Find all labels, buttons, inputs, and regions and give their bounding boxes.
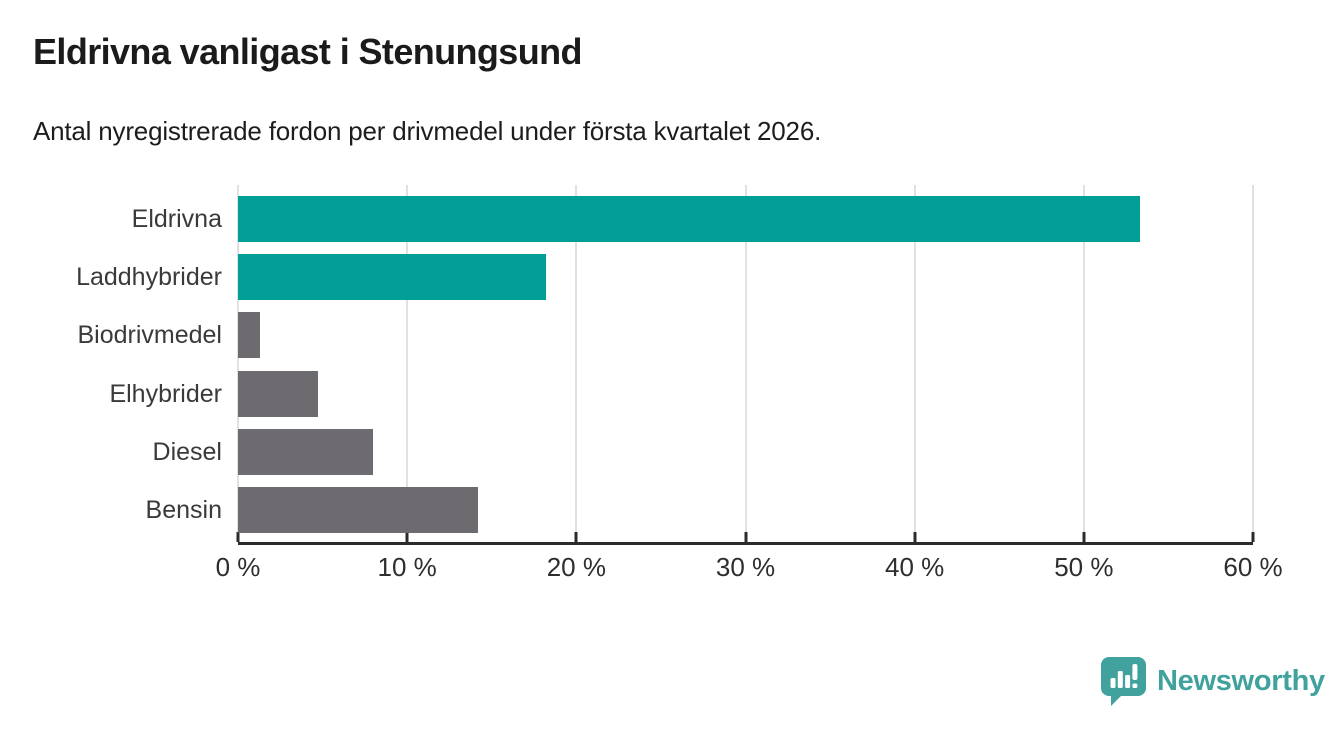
bar-biodrivmedel (238, 312, 260, 358)
gridline (237, 185, 239, 542)
axis-tick (574, 532, 578, 542)
category-label: Laddhybrider (76, 263, 222, 291)
x-tick-label: 60 % (1223, 552, 1283, 582)
x-tick-label: 0 % (215, 552, 261, 582)
axis-tick (236, 532, 240, 542)
category-label: Diesel (152, 438, 222, 466)
gridline (1082, 185, 1085, 542)
category-label: Bensin (145, 496, 222, 524)
brand: Newsworthy (1099, 655, 1325, 707)
axis-tick (1251, 532, 1255, 542)
x-tick-label: 10 % (377, 552, 437, 582)
gridline (575, 185, 578, 542)
brand-name: Newsworthy (1157, 664, 1325, 697)
x-tick-label: 30 % (715, 552, 776, 582)
y-axis-labels: Eldrivna Laddhybrider Biodrivmedel Elhybrid… (0, 185, 222, 542)
bar-diesel (238, 429, 374, 475)
x-tick-label: 20 % (546, 552, 606, 582)
x-tick-label: 50 % (1054, 552, 1114, 582)
category-label: Eldrivna (131, 205, 222, 233)
bar-bensin (238, 487, 479, 533)
chart-title: Eldrivna vanligast i Stenungsund (33, 31, 582, 72)
gridline (406, 185, 409, 542)
gridline (1252, 185, 1254, 542)
axis-tick (913, 532, 917, 542)
bar-elhybrider (238, 371, 318, 417)
bar-laddhybrider (238, 254, 546, 300)
newsworthy-logo-icon (1101, 657, 1146, 706)
axis-tick (405, 532, 409, 542)
x-tick-label: 40 % (885, 552, 945, 582)
plot-area (236, 185, 1255, 545)
category-label: Biodrivmedel (77, 321, 222, 349)
x-axis-labels: 0 % 10 % 20 % 30 % 40 % 50 % 60 % (216, 552, 1283, 584)
chart-subtitle: Antal nyregistrerade fordon per drivmede… (33, 116, 822, 146)
gridline (744, 185, 747, 542)
category-label: Elhybrider (109, 380, 222, 408)
gridline (913, 185, 916, 542)
bar-eldrivna (238, 196, 1140, 242)
axis-tick (1082, 532, 1086, 542)
axis-tick (744, 532, 747, 542)
